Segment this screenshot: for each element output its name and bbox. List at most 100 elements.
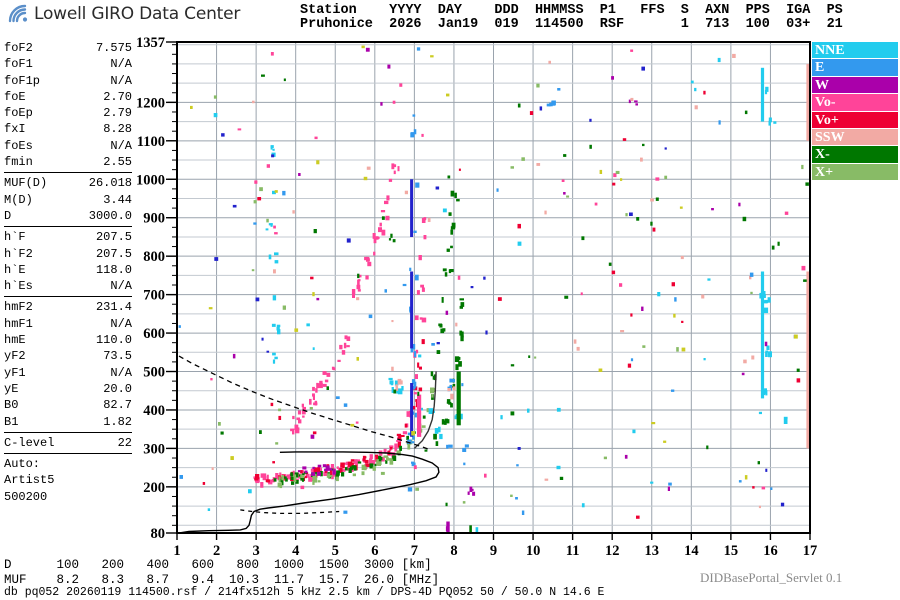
x-tick-label-17: 17 (803, 543, 818, 559)
param-key: yE (4, 381, 19, 396)
legend-item-w[interactable]: W (812, 76, 898, 95)
echo-pixel (350, 459, 355, 462)
echo-pixel (338, 468, 343, 473)
interference-line (475, 527, 479, 532)
echo-pixel (455, 364, 459, 371)
echo-pixel (330, 469, 333, 476)
noise-pixel (625, 213, 628, 217)
noise-pixel (404, 190, 408, 195)
legend-item-nne[interactable]: NNE (812, 42, 898, 60)
noise-pixel (765, 468, 768, 472)
echo-pixel (428, 408, 433, 414)
echo-pixel (318, 467, 322, 473)
echo-pixel (764, 299, 768, 304)
noise-pixel (536, 163, 541, 166)
param-value: 8.28 (103, 122, 132, 137)
echo-pixel (378, 459, 382, 465)
echo-pixel (254, 478, 259, 483)
y-tick-label-800: 800 (143, 249, 165, 265)
legend-item-vo[interactable]: Vo- (812, 94, 898, 112)
noise-pixel (254, 180, 258, 184)
noise-pixel (276, 326, 280, 331)
legend-item-e[interactable]: E (812, 59, 898, 77)
noise-pixel (275, 442, 279, 445)
interference-line (410, 383, 414, 437)
echo-pixel (271, 152, 276, 157)
noise-pixel (232, 204, 237, 208)
echo-pixel (290, 476, 295, 480)
echo-pixel (768, 351, 772, 358)
noise-pixel (271, 154, 275, 158)
echo-pixel (401, 386, 404, 391)
legend-item-vo[interactable]: Vo+ (812, 111, 898, 129)
echo-pixel (409, 267, 412, 272)
echo-pixel (302, 406, 306, 412)
noise-pixel (316, 297, 320, 301)
muf-distance-table: 1 2 3 4 5 6 7 8 9 10 11 12 13 14 15 16 1… (4, 558, 439, 588)
echo-pixel (279, 478, 284, 482)
echo-pixel (763, 307, 769, 314)
echo-pixel (317, 466, 321, 470)
noise-pixel (629, 212, 633, 216)
echo-pixel (423, 235, 427, 240)
echo-pixel (397, 441, 401, 448)
echo-pixel (383, 455, 388, 458)
echo-pixel (763, 389, 766, 396)
echo-pixel (332, 367, 336, 371)
noise-pixel (752, 486, 755, 489)
echo-pixel (446, 444, 449, 449)
param-row: M(D) 3.44 (4, 192, 132, 208)
x-tick-label-11: 11 (566, 543, 580, 559)
echo-pixel (460, 302, 465, 307)
echo-pixel (391, 164, 397, 168)
x-tick-label-9: 9 (490, 543, 497, 559)
noise-pixel (447, 175, 451, 179)
echo-pixel (456, 198, 460, 202)
param-row: h`F2 207.5 (4, 246, 132, 262)
echo-pixel (765, 352, 768, 357)
echo-pixel (375, 236, 379, 240)
echo-pixel (441, 297, 444, 303)
echo-pixel (419, 423, 422, 429)
noise-pixel (651, 422, 656, 425)
echo-pixel (345, 467, 348, 471)
noise-pixel (655, 177, 660, 181)
echo-pixel (310, 475, 315, 482)
echo-pixel (317, 464, 322, 468)
echo-pixel (265, 479, 270, 483)
legend-item-x[interactable]: X+ (812, 163, 898, 182)
series-vo (253, 163, 427, 488)
param-value: 2.70 (103, 89, 132, 104)
echo-pixel (292, 428, 295, 435)
noise-pixel (361, 45, 365, 49)
noise-pixel (681, 320, 684, 323)
noise-pixel (310, 434, 315, 439)
echo-pixel (810, 387, 814, 392)
echo-pixel (356, 284, 361, 290)
echo-pixel (440, 328, 445, 334)
echo-pixel (315, 388, 318, 393)
echo-pixel (253, 476, 256, 479)
noise-pixel (563, 154, 567, 157)
echo-pixel (289, 473, 292, 477)
echo-pixel (394, 447, 398, 452)
noise-pixel (458, 168, 461, 171)
param-value: 7.575 (95, 41, 132, 55)
legend-item-x[interactable]: X- (812, 146, 898, 164)
echo-pixel (268, 479, 273, 485)
echo-pixel (342, 462, 345, 469)
noise-pixel (208, 307, 213, 310)
echo-pixel (335, 476, 339, 482)
file-info-line: db pq052 20260119 114500.rsf / 214fx512h… (4, 586, 605, 599)
echo-pixel (399, 445, 402, 451)
interference-line (760, 67, 765, 122)
legend-item-ssw[interactable]: SSW (812, 128, 898, 147)
echo-pixel (302, 410, 306, 415)
echo-pixel (296, 472, 300, 476)
noise-pixel (278, 415, 282, 420)
noise-pixel (510, 411, 515, 416)
series-x (277, 387, 435, 489)
param-group-4: C-level 22 (4, 431, 132, 453)
noise-pixel (496, 188, 499, 192)
servlet-version-label: DIDBasePortal_Servlet 0.1 (700, 570, 843, 585)
